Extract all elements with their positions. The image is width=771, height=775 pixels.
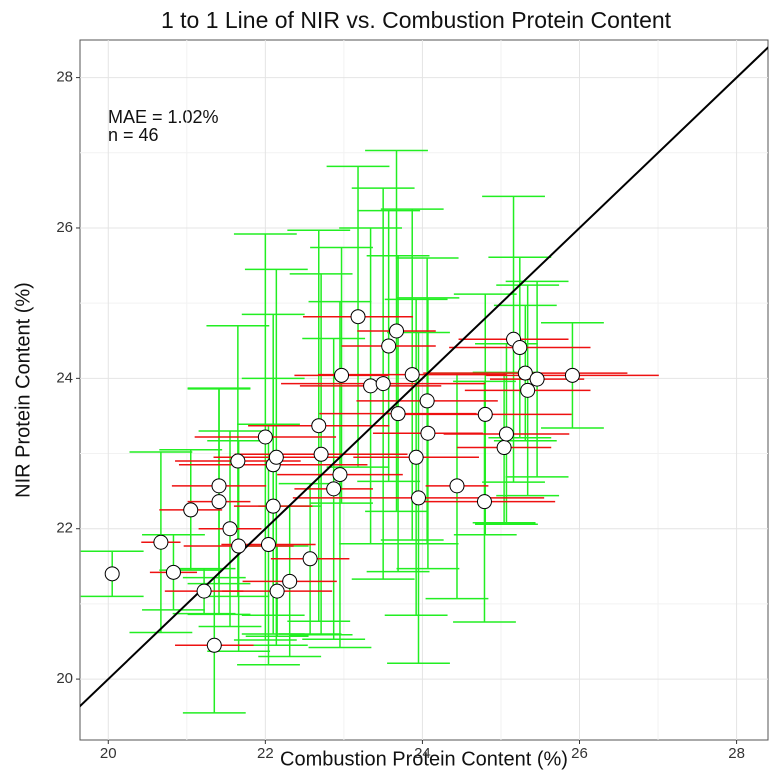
point xyxy=(104,566,120,582)
point xyxy=(196,583,212,599)
x-tick-label: 28 xyxy=(728,745,745,762)
point xyxy=(449,478,465,494)
point xyxy=(211,494,227,510)
point xyxy=(206,637,222,653)
point xyxy=(564,367,580,383)
point xyxy=(231,538,247,554)
x-tick-label: 22 xyxy=(257,745,274,762)
point xyxy=(153,534,169,550)
annotation: MAE = 1.02% xyxy=(108,107,219,127)
point xyxy=(165,564,181,580)
point xyxy=(260,537,276,553)
y-tick-label: 28 xyxy=(56,69,73,86)
point xyxy=(268,449,284,465)
point xyxy=(302,551,318,567)
point xyxy=(520,382,536,398)
point xyxy=(326,481,342,497)
point xyxy=(404,367,420,383)
point xyxy=(381,338,397,354)
point xyxy=(211,478,227,494)
point xyxy=(408,449,424,465)
axes: 20 22 24 26 28 20 22 24 26 28 xyxy=(56,69,745,762)
point xyxy=(517,365,533,381)
point xyxy=(282,573,298,589)
y-tick-label: 22 xyxy=(56,520,73,537)
chart-title: 1 to 1 Line of NIR vs. Combustion Protei… xyxy=(161,7,672,33)
y-tick-label: 24 xyxy=(56,369,73,386)
point xyxy=(496,440,512,456)
point xyxy=(332,467,348,483)
x-axis-label: Combustion Protein Content (%) xyxy=(280,748,568,770)
point xyxy=(334,367,350,383)
x-tick-label: 20 xyxy=(100,745,117,762)
point xyxy=(390,406,406,422)
y-tick-label: 20 xyxy=(56,670,73,687)
point xyxy=(411,490,427,506)
point xyxy=(512,340,528,356)
point xyxy=(265,498,281,514)
point xyxy=(498,426,514,442)
point xyxy=(476,494,492,510)
point xyxy=(363,378,379,394)
identity-line xyxy=(80,46,768,708)
point xyxy=(269,583,285,599)
point xyxy=(420,425,436,441)
point xyxy=(477,406,493,422)
point xyxy=(389,323,405,339)
point xyxy=(311,418,327,434)
y-axis-label: NIR Protein Content (%) xyxy=(12,282,34,498)
x-tick-label: 26 xyxy=(571,745,588,762)
point xyxy=(222,521,238,537)
x-tick-label: 24 xyxy=(414,745,431,762)
point xyxy=(350,309,366,325)
annotation: n = 46 xyxy=(108,125,159,145)
point xyxy=(313,446,329,462)
point xyxy=(230,453,246,469)
y-tick-label: 26 xyxy=(56,219,73,236)
point xyxy=(183,502,199,518)
point xyxy=(419,393,435,409)
point xyxy=(257,429,273,445)
point xyxy=(529,371,545,387)
point xyxy=(375,376,391,392)
marks xyxy=(80,46,768,714)
